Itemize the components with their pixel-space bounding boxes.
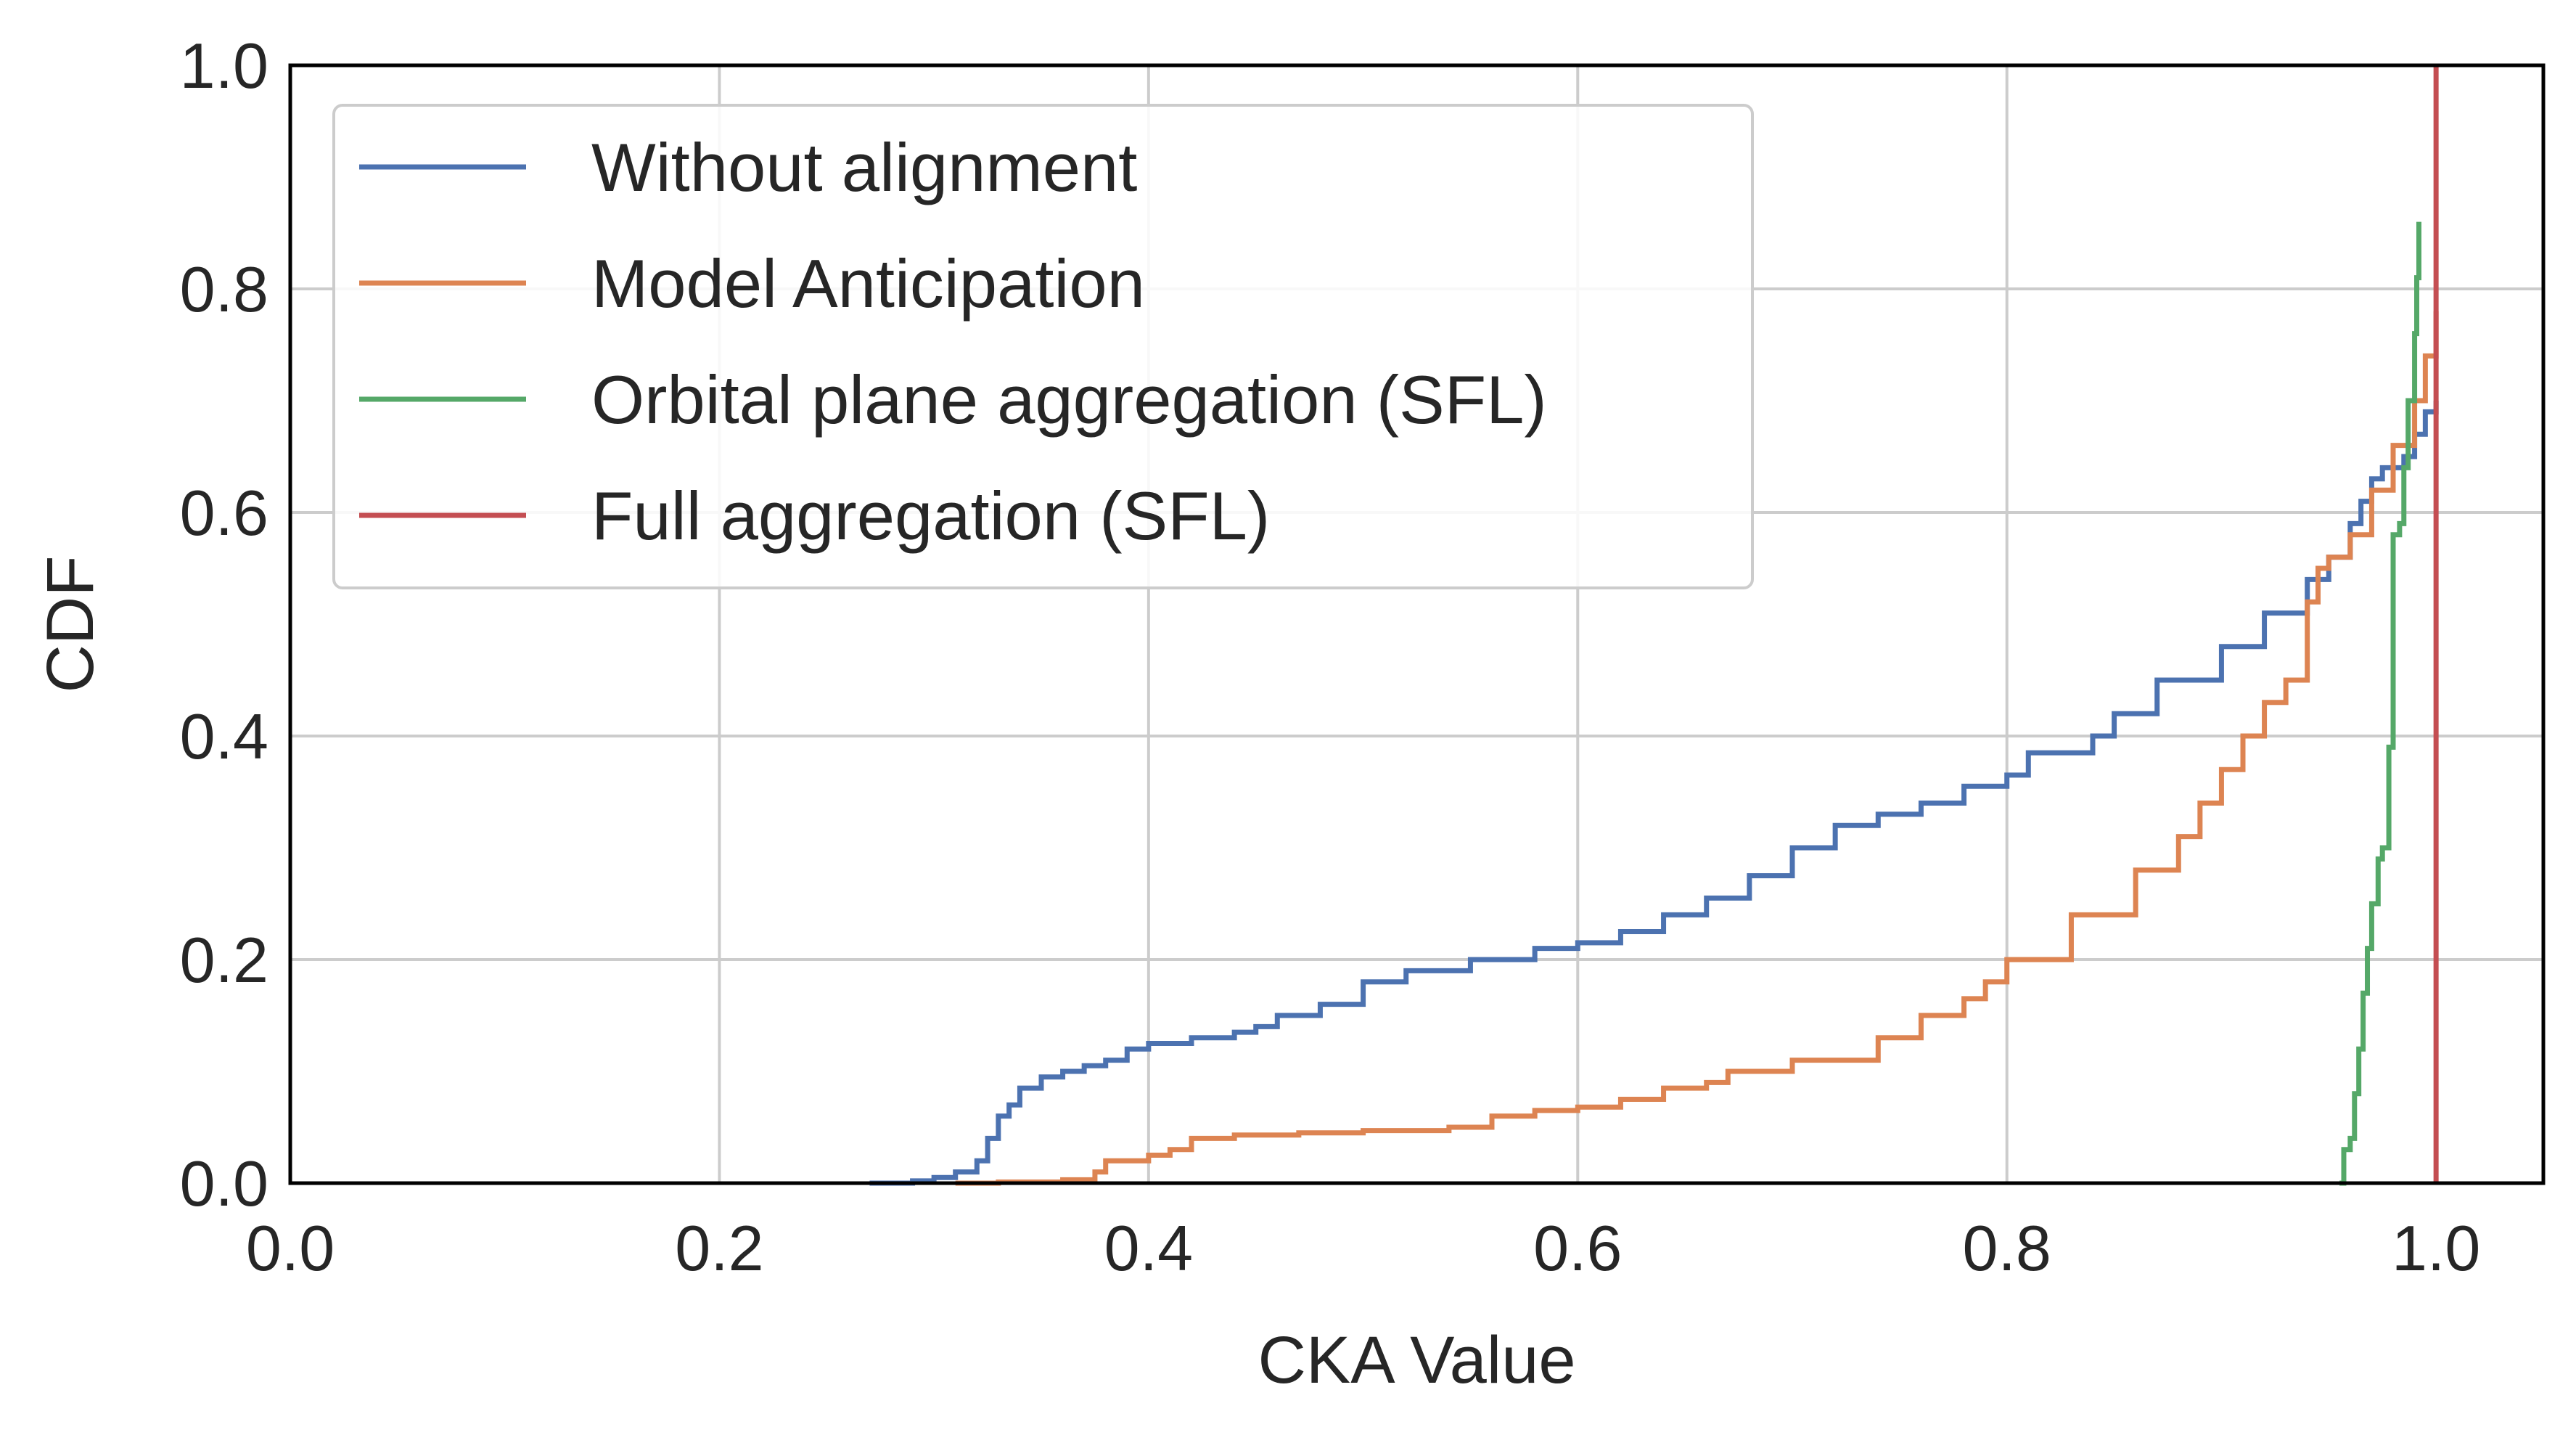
y-tick-label: 0.8 — [180, 253, 268, 325]
series-line-2 — [2339, 221, 2421, 1186]
x-tick-label: 0.4 — [1104, 1212, 1193, 1284]
y-tick-labels: 0.0 0.2 0.4 0.6 0.8 1.0 — [180, 30, 268, 1219]
y-tick-label: 0.2 — [180, 924, 268, 996]
x-tick-label: 0.8 — [1963, 1212, 2051, 1284]
plot-frame — [288, 63, 2546, 1185]
y-tick-label: 0.6 — [180, 477, 268, 549]
x-tick-label: 1.0 — [2392, 1212, 2480, 1284]
y-tick-label: 1.0 — [180, 30, 268, 102]
x-tick-label: 0.2 — [675, 1212, 763, 1284]
legend-label-0: Without alignment — [591, 129, 1137, 205]
x-tick-label: 0.0 — [246, 1212, 335, 1284]
x-tick-label: 0.6 — [1533, 1212, 1622, 1284]
legend-label-3: Full aggregation (SFL) — [591, 478, 1270, 554]
y-axis-label: CDF — [33, 555, 107, 692]
legend: Without alignment Model Anticipation Orbit… — [332, 104, 1754, 589]
series-layer — [869, 65, 2439, 1186]
legend-label-1: Model Anticipation — [591, 245, 1145, 322]
y-tick-label: 0.4 — [180, 700, 268, 772]
series-line-1 — [955, 311, 2439, 1186]
x-tick-labels: 0.0 0.2 0.4 0.6 0.8 1.0 — [246, 1212, 2480, 1284]
legend-label-2: Orbital plane aggregation (SFL) — [591, 361, 1547, 438]
x-axis-label: CKA Value — [1258, 1323, 1575, 1397]
y-tick-label: 0.0 — [180, 1148, 268, 1219]
legend-box — [332, 104, 1754, 589]
